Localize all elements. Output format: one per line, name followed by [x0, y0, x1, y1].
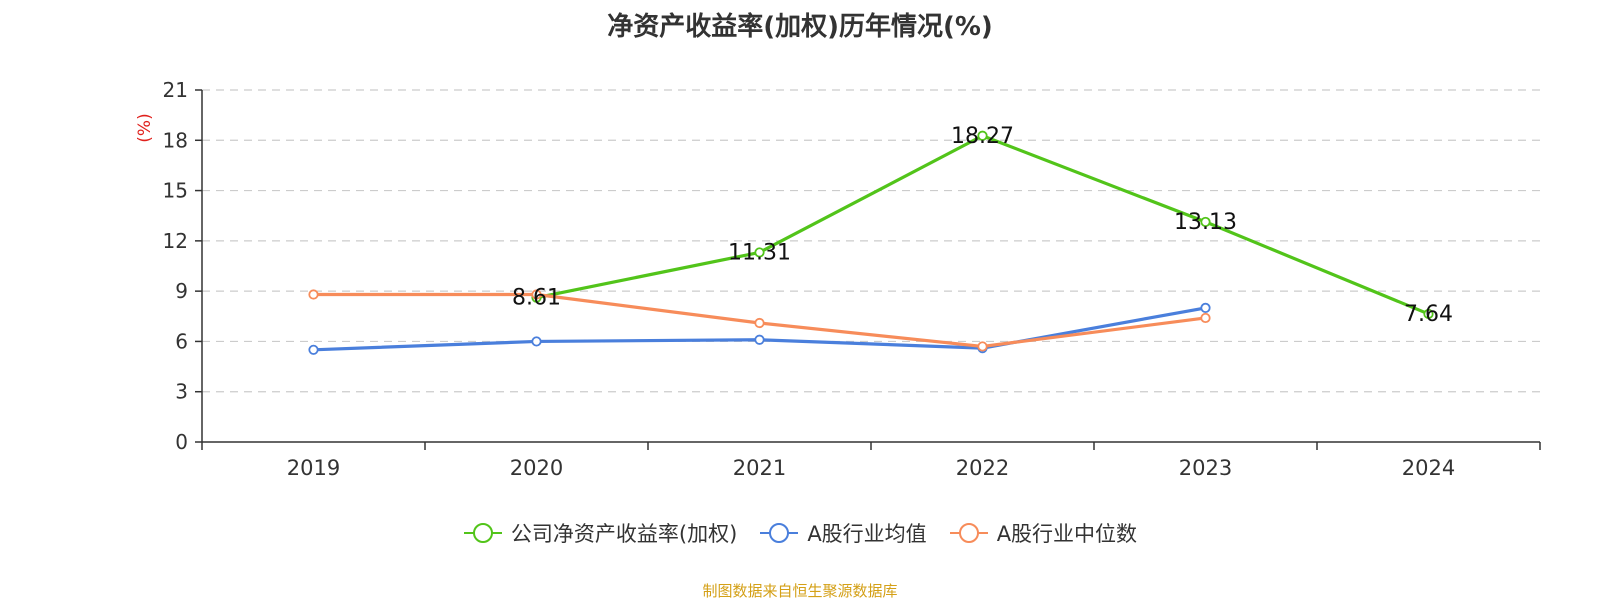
- data-label: 13.13: [1174, 210, 1237, 235]
- data-point[interactable]: [1200, 312, 1211, 324]
- y-tick-label: 6: [175, 329, 188, 353]
- x-tick-label: 2023: [1179, 456, 1232, 480]
- data-label: 8.61: [512, 286, 561, 311]
- x-tick-label: 2020: [510, 456, 563, 480]
- series-1: [531, 130, 1434, 320]
- x-tick-label: 2024: [1402, 456, 1455, 480]
- data-point[interactable]: [308, 289, 319, 300]
- data-label-layer: 8.61 11.31 18.27 13.13 7.64: [512, 124, 1453, 327]
- chart-title: 净资产收益率(加权)历年情况(%): [607, 12, 993, 42]
- legend-marker: [472, 523, 493, 543]
- y-tick-label: 12: [163, 229, 188, 253]
- legend-item[interactable]: A股行业均值: [759, 518, 927, 548]
- data-point[interactable]: [977, 130, 988, 141]
- y-tick-label: 15: [163, 179, 188, 203]
- x-tick-label: 2019: [287, 456, 340, 480]
- data-point[interactable]: [1200, 216, 1211, 228]
- y-tick-label: 3: [175, 380, 188, 404]
- y-tick-label: 0: [175, 430, 188, 454]
- legend-label: 公司净资产收益率(加权): [510, 522, 738, 546]
- data-label: 11.31: [728, 240, 791, 265]
- y-axis-label: (%): [135, 113, 155, 142]
- legend: 公司净资产收益率(加权) A股行业均值 A股行业中位数: [0, 518, 1600, 548]
- legend-marker: [769, 523, 790, 543]
- legend-symbol-icon: [760, 523, 799, 543]
- data-point[interactable]: [754, 247, 765, 258]
- source-note: 制图数据来自恒生聚源数据库: [702, 582, 898, 600]
- data-point[interactable]: [308, 344, 319, 355]
- data-label: 7.64: [1404, 302, 1453, 327]
- y-tick-label: 21: [163, 78, 188, 102]
- x-tick-label: 2022: [956, 456, 1009, 480]
- legend-item[interactable]: 公司净资产收益率(加权): [463, 518, 737, 548]
- legend-label: A股行业均值: [807, 522, 927, 546]
- legend-symbol-icon: [949, 523, 988, 543]
- x-tick-label: 2021: [733, 456, 786, 480]
- series-line: [536, 134, 1430, 316]
- legend-item[interactable]: A股行业中位数: [949, 518, 1137, 548]
- data-point[interactable]: [1423, 308, 1434, 320]
- y-tick-label: 9: [175, 279, 188, 303]
- series-layer: [308, 130, 1434, 355]
- data-label: 18.27: [951, 124, 1014, 149]
- data-point[interactable]: [754, 317, 765, 329]
- data-point[interactable]: [531, 289, 542, 300]
- legend-symbol-icon: [463, 523, 502, 543]
- data-point[interactable]: [977, 341, 988, 352]
- data-point[interactable]: [1200, 302, 1211, 314]
- data-point[interactable]: [754, 334, 765, 345]
- data-point[interactable]: [531, 336, 542, 347]
- axis-layer: 0 3 6 9 12 15 18 21 (%) 2019 2020 2021 2022 2023 2024: [135, 78, 1541, 480]
- legend-marker: [958, 523, 979, 543]
- series-2: [308, 302, 1211, 355]
- y-tick-label: 18: [163, 128, 188, 152]
- legend-label: A股行业中位数: [996, 522, 1138, 546]
- series-3: [308, 289, 1211, 352]
